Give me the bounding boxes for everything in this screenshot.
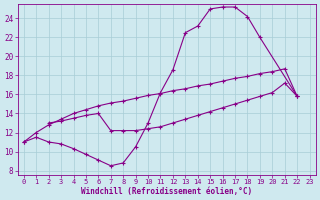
X-axis label: Windchill (Refroidissement éolien,°C): Windchill (Refroidissement éolien,°C) [81, 187, 252, 196]
